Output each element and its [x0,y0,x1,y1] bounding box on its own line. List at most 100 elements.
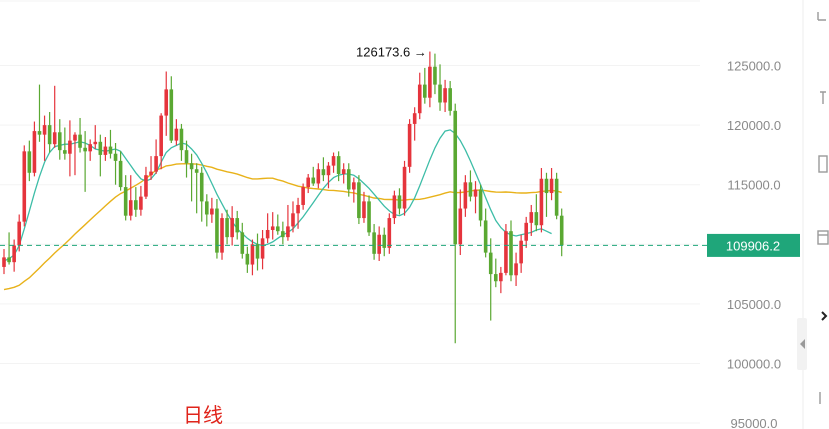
candle-body [443,88,447,103]
candle [341,163,346,184]
candle-body [544,178,549,194]
candle [179,123,184,161]
candle-body [468,182,473,197]
candle [47,112,52,153]
candle-body [98,141,103,155]
current-price-badge: 109906.2 [707,233,800,257]
period-label: 日线 [183,403,223,427]
candle [306,173,310,194]
candle [478,184,483,227]
candle-body [483,220,488,253]
candle-body [230,218,234,238]
candle [504,224,508,276]
candle-body [134,200,138,210]
candle-body [534,212,539,226]
candle [245,246,250,273]
candle-body [316,169,321,184]
candle [499,266,503,294]
candle-body [118,160,123,188]
candle [514,252,518,286]
candle-body [407,123,412,167]
candle-body [205,201,209,215]
candle [169,76,174,143]
candle [108,129,113,159]
candle-body [169,89,174,141]
candle [215,199,219,259]
candle [539,168,544,233]
candle-body [57,132,62,151]
candle-body [220,218,224,253]
candle-body [52,132,57,145]
candle-body [194,169,199,173]
candle [265,213,270,244]
text-tool-icon[interactable] [820,91,826,104]
candle-body [88,144,92,152]
candle-body [392,195,397,219]
candle [164,71,169,136]
candle [149,156,153,180]
candle [174,119,179,146]
candle-body [352,182,356,190]
candle [199,166,204,222]
candle-body [509,231,513,276]
candle-body [275,226,280,232]
candle [281,221,285,245]
candle-body [311,177,316,184]
candle [509,220,513,282]
grid-lines [0,0,700,424]
candle [301,183,305,210]
ruler-icon[interactable] [818,155,828,173]
candle [144,166,148,200]
candle [296,197,300,229]
candle-body [270,226,275,230]
candle [98,134,103,177]
candle-body [189,163,194,170]
candle [544,172,549,217]
candle [453,103,458,344]
candle-body [346,169,351,190]
candle-body [463,182,468,209]
y-tick-label: 120000.0 [727,118,781,133]
candle [230,206,234,246]
candle [270,212,275,240]
candle [529,204,534,236]
candle [78,117,82,153]
candle [402,160,407,216]
candle [27,140,32,182]
candle-body [514,263,518,276]
candle-body [488,252,493,275]
expand-arrow-icon[interactable] [819,311,828,404]
candle [372,224,376,260]
candle [2,249,6,275]
candle-body [250,244,255,265]
candle-body [164,89,169,116]
candle-body [47,125,52,145]
candle-body [412,113,417,124]
candle-body [179,128,184,151]
chevron-left-icon [800,339,805,349]
candle-body [448,88,452,111]
candle [7,232,11,265]
candle-body [559,215,564,246]
calendar-icon[interactable] [817,230,829,245]
candle [524,216,529,248]
candle-body [423,84,427,98]
candle [32,121,37,177]
ma-short-line [3,129,552,262]
candle [225,209,229,245]
line-tool-icon[interactable] [817,12,826,21]
candle [12,239,16,272]
ma-short-series [3,129,552,262]
candle [407,119,412,173]
collapse-toggle-icon[interactable] [797,318,807,370]
candle [412,107,417,141]
candle-body [265,229,270,239]
candle [37,84,42,142]
candle [52,85,57,148]
candle [275,214,280,235]
candle [250,239,255,276]
candle-body [199,172,204,202]
candle-body [367,201,371,233]
